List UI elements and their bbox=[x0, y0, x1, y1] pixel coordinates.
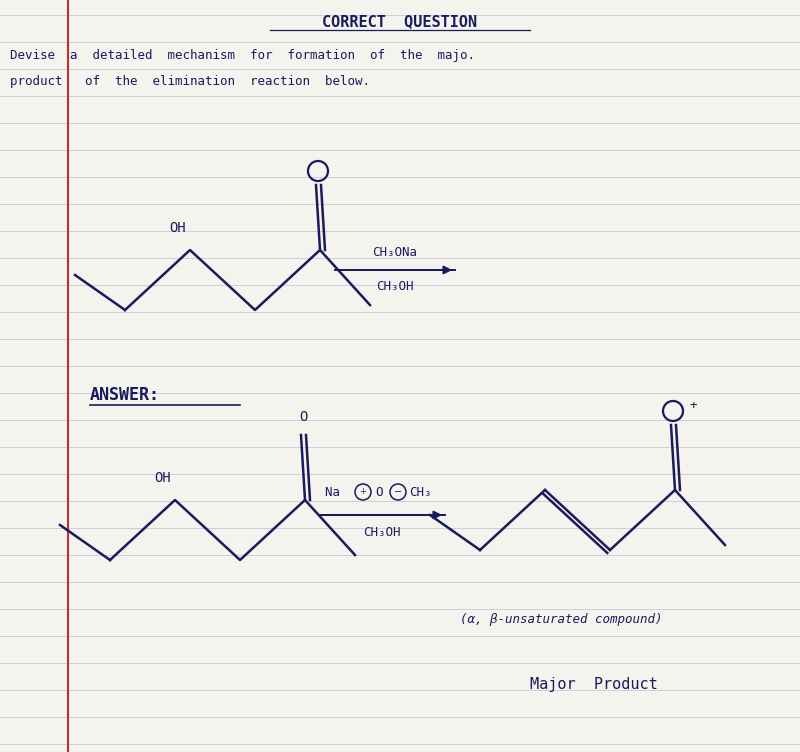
Text: +: + bbox=[359, 487, 366, 496]
Text: Devise  a  detailed  mechanism  for  formation  of  the  majo.: Devise a detailed mechanism for formatio… bbox=[10, 48, 475, 62]
Text: −: − bbox=[394, 487, 402, 497]
Text: +: + bbox=[690, 399, 697, 411]
Text: Major  Product: Major Product bbox=[530, 678, 658, 693]
Text: CH₃OH: CH₃OH bbox=[363, 526, 401, 539]
Text: CH₃: CH₃ bbox=[409, 487, 431, 499]
Text: Na: Na bbox=[325, 487, 347, 499]
Text: CH₃ONa: CH₃ONa bbox=[373, 245, 418, 259]
Text: CH₃OH: CH₃OH bbox=[376, 280, 414, 293]
Text: ANSWER:: ANSWER: bbox=[90, 386, 160, 404]
Text: OH: OH bbox=[170, 221, 186, 235]
Text: product   of  the  elimination  reaction  below.: product of the elimination reaction belo… bbox=[10, 75, 370, 89]
Text: O: O bbox=[299, 410, 307, 424]
Text: OH: OH bbox=[154, 471, 171, 485]
Text: CORRECT  QUESTION: CORRECT QUESTION bbox=[322, 14, 478, 29]
Text: O: O bbox=[375, 487, 382, 499]
Text: (α, β-unsaturated compound): (α, β-unsaturated compound) bbox=[460, 614, 662, 626]
